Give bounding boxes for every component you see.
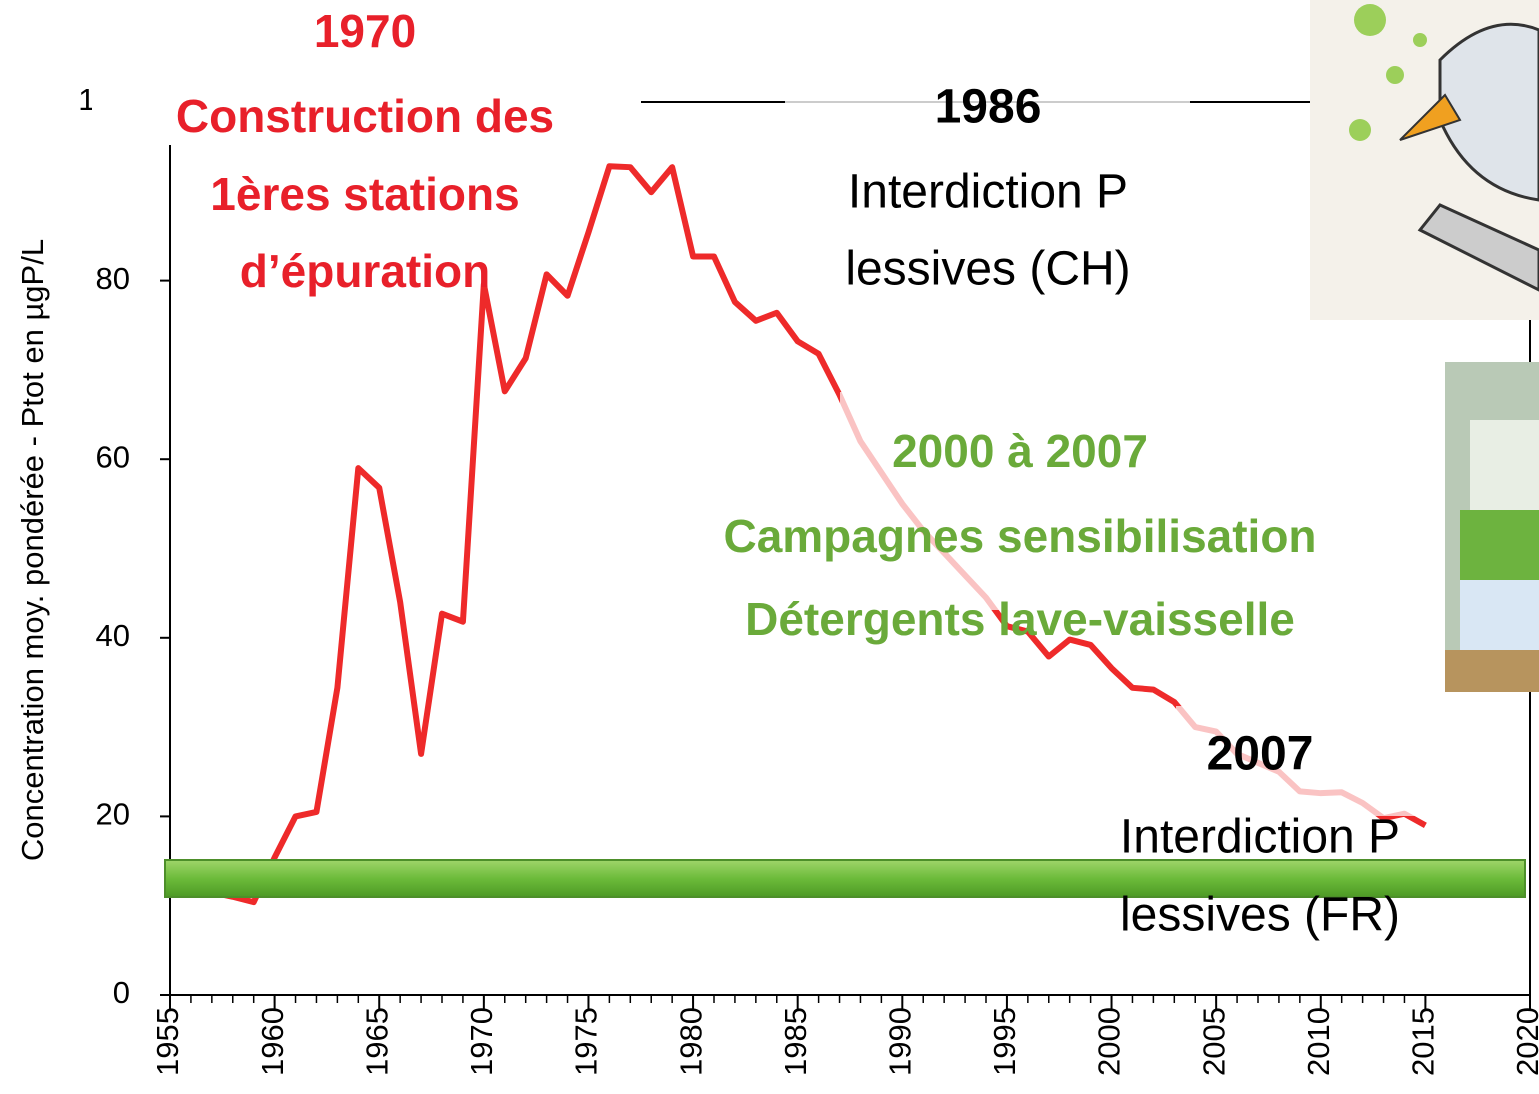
x-tick-label: 1955 xyxy=(150,1007,185,1076)
annotation: lessives (FR) xyxy=(1120,889,1400,942)
annotation: 2000 à 2007 xyxy=(892,425,1148,477)
annotation: Interdiction P xyxy=(1120,811,1400,864)
annotation: lessives (CH) xyxy=(845,243,1130,296)
detergent-image xyxy=(1445,362,1539,692)
x-tick-label: 1965 xyxy=(359,1007,394,1076)
x-tick-label: 1990 xyxy=(882,1007,917,1076)
axes: 0204060801001955196019651970197519801985… xyxy=(78,82,1539,1076)
annotation: 2007 xyxy=(1207,728,1314,781)
x-tick-label: 1985 xyxy=(778,1007,813,1076)
annotation: 1970 xyxy=(314,5,416,57)
cartoon-image xyxy=(1310,0,1539,320)
y-tick-label: 80 xyxy=(96,261,130,296)
x-tick-label: 1980 xyxy=(673,1007,708,1076)
annotation-backdrop xyxy=(1176,706,1426,816)
annotation: Interdiction P xyxy=(848,166,1128,219)
x-tick-label: 2000 xyxy=(1092,1007,1127,1076)
y-tick-label: 0 xyxy=(113,975,130,1010)
annotation: d’épuration xyxy=(240,245,490,297)
annotation-backdrop xyxy=(840,392,1006,610)
annotation: Détergents lave-vaisselle xyxy=(745,593,1295,645)
x-tick-label: 1975 xyxy=(569,1007,604,1076)
x-tick-label: 2015 xyxy=(1406,1007,1441,1076)
x-tick-label: 2010 xyxy=(1301,1007,1336,1076)
x-tick-label: 1960 xyxy=(255,1007,290,1076)
annotations: 1970 Construction des 1ères stations d’épur… xyxy=(176,5,1400,942)
x-tick-label: 1995 xyxy=(987,1007,1022,1076)
annotation-backdrop xyxy=(92,0,640,142)
y-tick-label: 40 xyxy=(96,618,130,653)
y-tick-label: 60 xyxy=(96,439,130,474)
annotation: Campagnes sensibilisation xyxy=(723,510,1316,562)
target-band xyxy=(164,859,1526,898)
x-tick-label: 2020 xyxy=(1510,1007,1539,1076)
y-tick-label: 20 xyxy=(96,797,130,832)
y-axis-label: Concentration moy. pondérée - Ptot en µg… xyxy=(15,239,50,861)
annotation: Construction des xyxy=(176,90,554,142)
x-tick-label: 1970 xyxy=(464,1007,499,1076)
annotation: 1986 xyxy=(935,81,1042,134)
x-tick-label: 2005 xyxy=(1196,1007,1231,1076)
annotation: 1ères stations xyxy=(210,168,519,220)
